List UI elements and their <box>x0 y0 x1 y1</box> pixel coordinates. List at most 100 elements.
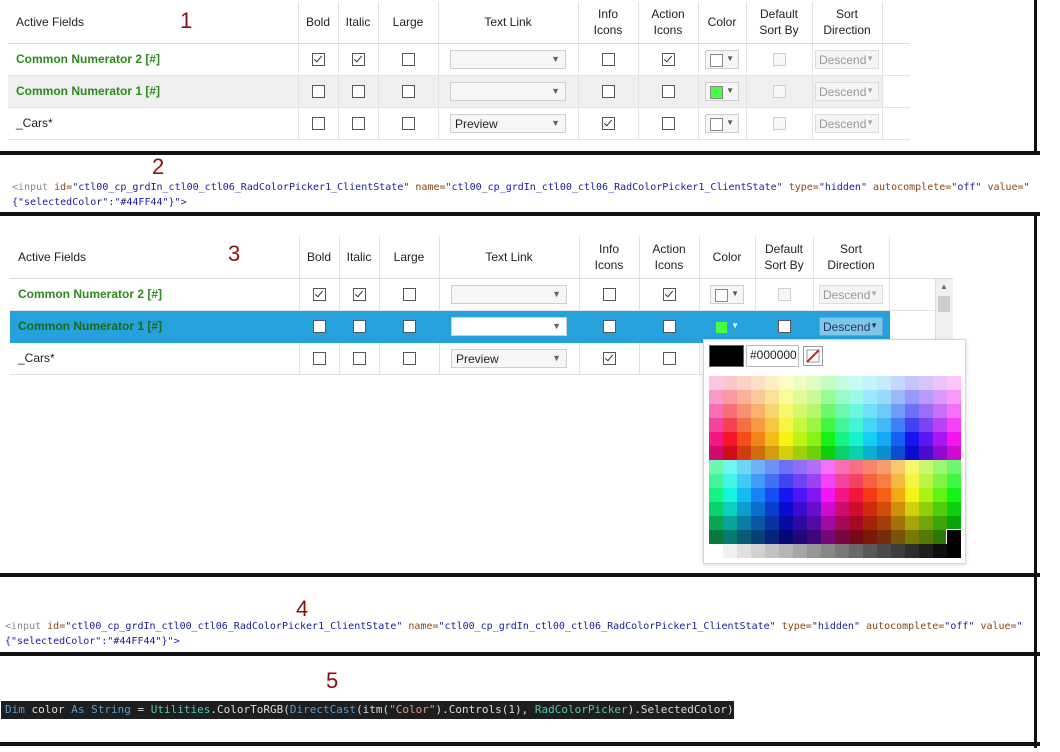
color-picker[interactable]: ▼ <box>705 81 739 101</box>
palette-swatch[interactable] <box>905 544 919 558</box>
info-icons-checkbox[interactable] <box>601 85 615 99</box>
palette-swatch[interactable] <box>779 544 793 558</box>
palette-swatch[interactable] <box>835 376 849 390</box>
action-icons-checkbox[interactable] <box>661 53 675 67</box>
palette-swatch[interactable] <box>779 390 793 404</box>
palette-swatch[interactable] <box>765 530 779 544</box>
palette-swatch[interactable] <box>905 418 919 432</box>
palette-swatch[interactable] <box>863 544 877 558</box>
palette-swatch[interactable] <box>751 432 765 446</box>
palette-swatch[interactable] <box>737 544 751 558</box>
palette-swatch[interactable] <box>863 502 877 516</box>
palette-swatch[interactable] <box>793 460 807 474</box>
bold-checkbox[interactable] <box>311 85 325 99</box>
palette-swatch[interactable] <box>793 488 807 502</box>
default-sort-checkbox[interactable] <box>777 320 791 334</box>
palette-swatch[interactable] <box>863 376 877 390</box>
palette-swatch[interactable] <box>905 376 919 390</box>
palette-swatch[interactable] <box>877 530 891 544</box>
palette-swatch[interactable] <box>905 488 919 502</box>
palette-swatch[interactable] <box>919 488 933 502</box>
palette-swatch[interactable] <box>947 376 961 390</box>
italic-checkbox[interactable] <box>352 352 366 366</box>
palette-swatch[interactable] <box>723 516 737 530</box>
palette-swatch[interactable] <box>849 446 863 460</box>
palette-swatch[interactable] <box>863 530 877 544</box>
palette-swatch[interactable] <box>849 516 863 530</box>
palette-swatch[interactable] <box>863 488 877 502</box>
palette-swatch[interactable] <box>849 418 863 432</box>
palette-swatch[interactable] <box>709 516 723 530</box>
palette-swatch[interactable] <box>751 530 765 544</box>
palette-swatch[interactable] <box>793 446 807 460</box>
palette-swatch[interactable] <box>807 390 821 404</box>
palette-swatch[interactable] <box>891 446 905 460</box>
palette-swatch[interactable] <box>765 390 779 404</box>
palette-swatch[interactable] <box>863 390 877 404</box>
palette-swatch[interactable] <box>737 516 751 530</box>
palette-swatch[interactable] <box>709 544 723 558</box>
palette-swatch[interactable] <box>765 460 779 474</box>
palette-swatch[interactable] <box>849 376 863 390</box>
palette-swatch[interactable] <box>821 376 835 390</box>
palette-swatch[interactable] <box>765 516 779 530</box>
palette-swatch[interactable] <box>835 390 849 404</box>
palette-swatch[interactable] <box>835 488 849 502</box>
palette-swatch[interactable] <box>779 502 793 516</box>
palette-swatch[interactable] <box>807 516 821 530</box>
palette-swatch[interactable] <box>723 432 737 446</box>
palette-swatch[interactable] <box>807 446 821 460</box>
palette-swatch[interactable] <box>821 404 835 418</box>
palette-swatch[interactable] <box>877 502 891 516</box>
palette-swatch[interactable] <box>835 432 849 446</box>
palette-swatch[interactable] <box>779 488 793 502</box>
palette-swatch[interactable] <box>751 474 765 488</box>
palette-swatch[interactable] <box>877 376 891 390</box>
palette-swatch[interactable] <box>709 460 723 474</box>
palette-swatch[interactable] <box>751 446 765 460</box>
palette-swatch[interactable] <box>807 544 821 558</box>
palette-swatch[interactable] <box>905 446 919 460</box>
palette-swatch[interactable] <box>821 530 835 544</box>
palette-swatch[interactable] <box>723 390 737 404</box>
action-icons-checkbox[interactable] <box>661 117 675 131</box>
palette-swatch[interactable] <box>947 474 961 488</box>
palette-swatch[interactable] <box>919 432 933 446</box>
palette-swatch[interactable] <box>793 544 807 558</box>
italic-checkbox[interactable] <box>351 85 365 99</box>
palette-swatch[interactable] <box>849 544 863 558</box>
palette-swatch[interactable] <box>863 474 877 488</box>
color-picker[interactable]: ▼ <box>710 284 744 304</box>
palette-swatch[interactable] <box>835 544 849 558</box>
palette-swatch[interactable] <box>905 516 919 530</box>
palette-swatch[interactable] <box>947 418 961 432</box>
palette-swatch[interactable] <box>877 544 891 558</box>
palette-swatch[interactable] <box>905 530 919 544</box>
palette-swatch[interactable] <box>793 474 807 488</box>
palette-swatch[interactable] <box>737 488 751 502</box>
palette-swatch[interactable] <box>723 502 737 516</box>
palette-swatch[interactable] <box>709 530 723 544</box>
palette-swatch[interactable] <box>723 474 737 488</box>
palette-swatch[interactable] <box>919 530 933 544</box>
palette-swatch[interactable] <box>751 488 765 502</box>
italic-checkbox[interactable] <box>352 288 366 302</box>
palette-swatch[interactable] <box>821 474 835 488</box>
palette-swatch[interactable] <box>793 432 807 446</box>
text-link-dropdown[interactable]: ▼ <box>451 284 567 304</box>
palette-swatch[interactable] <box>779 376 793 390</box>
palette-swatch[interactable] <box>709 446 723 460</box>
palette-swatch[interactable] <box>947 544 961 558</box>
color-picker[interactable]: ▼ <box>710 317 744 336</box>
text-link-dropdown[interactable]: Preview ▼ <box>451 348 567 368</box>
text-link-dropdown[interactable]: Preview ▼ <box>450 113 566 133</box>
large-checkbox[interactable] <box>402 288 416 302</box>
scroll-up-icon[interactable]: ▲ <box>940 282 948 291</box>
palette-swatch[interactable] <box>905 502 919 516</box>
palette-swatch[interactable] <box>751 390 765 404</box>
scrollbar[interactable]: ▲ <box>935 279 953 339</box>
palette-swatch[interactable] <box>933 502 947 516</box>
info-icons-checkbox[interactable] <box>602 288 616 302</box>
palette-swatch[interactable] <box>877 488 891 502</box>
palette-swatch[interactable] <box>723 404 737 418</box>
